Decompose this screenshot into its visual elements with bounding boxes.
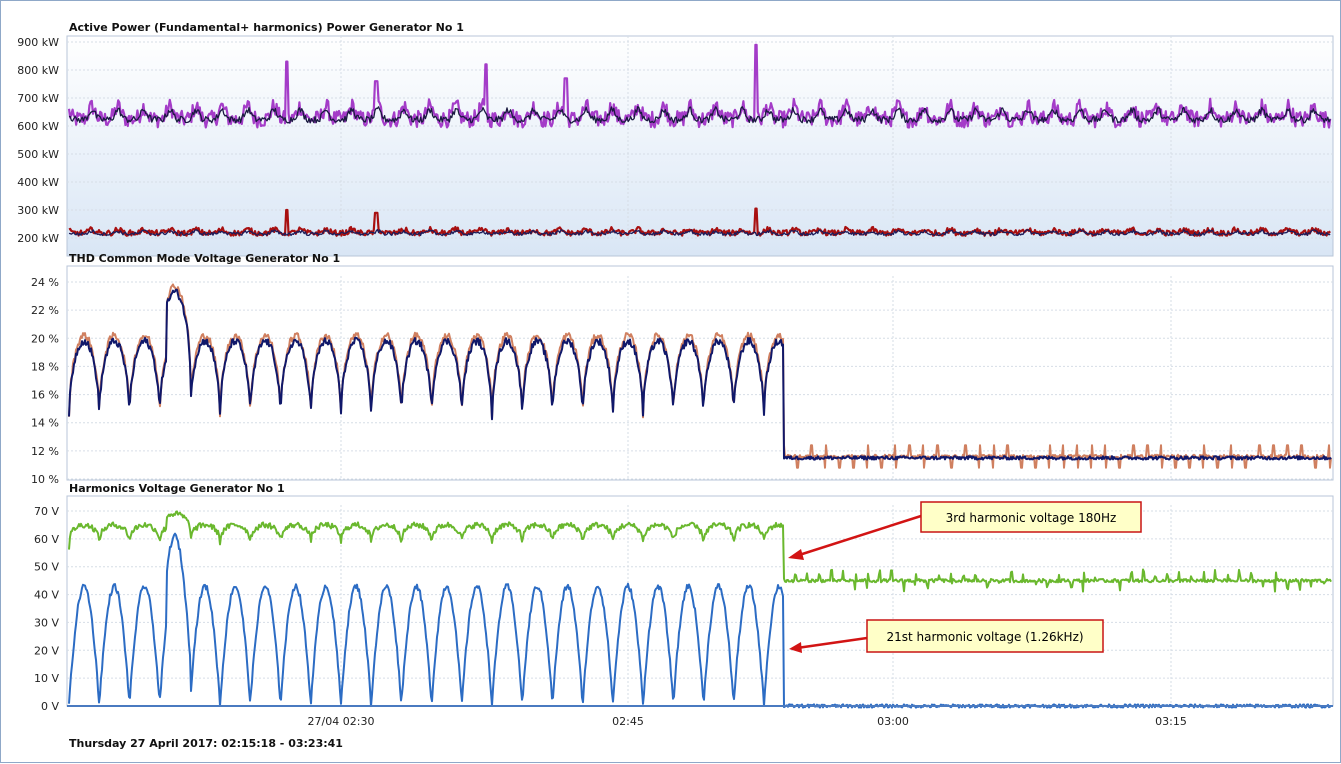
y-tick-label: 70 V [34, 505, 59, 518]
y-tick-label: 12 % [31, 445, 59, 458]
y-tick-label: 50 V [34, 561, 59, 574]
y-tick-label: 500 kW [17, 148, 59, 161]
y-tick-label: 0 V [41, 700, 59, 713]
x-tick-label: 03:15 [1155, 715, 1187, 728]
x-tick-label: 03:00 [877, 715, 909, 728]
series-line-3 [68, 228, 1331, 237]
y-tick-label: 700 kW [17, 92, 59, 105]
series-line-0 [68, 510, 1332, 593]
y-tick-label: 40 V [34, 589, 59, 602]
harmonics-panel: Harmonics Voltage Generator No 1 70 V 60 … [34, 482, 1334, 713]
active-power-lines [67, 43, 1332, 237]
thd-y-ticks: 24 % 22 % 20 % 18 % 16 % 14 % 12 % 10 % [31, 276, 59, 486]
annotation-3rd-harmonic-text: 3rd harmonic voltage 180Hz [946, 511, 1117, 525]
y-tick-label: 900 kW [17, 36, 59, 49]
y-tick-label: 16 % [31, 389, 59, 402]
series-line-1 [68, 105, 1331, 124]
y-tick-label: 600 kW [17, 120, 59, 133]
series-line-1 [68, 288, 1332, 461]
active-power-panel: Active Power (Fundamental+ harmonics) Po… [17, 21, 1334, 257]
y-tick-label: 300 kW [17, 204, 59, 217]
thd-panel: THD Common Mode Voltage Generator No 1 2… [31, 252, 1334, 486]
thd-title: THD Common Mode Voltage Generator No 1 [69, 252, 340, 265]
y-tick-label: 30 V [34, 616, 59, 629]
active-power-y-ticks: 900 kW 800 kW 700 kW 600 kW 500 kW 400 kW 300 … [17, 36, 59, 245]
harmonics-y-ticks: 70 V 60 V 50 V 40 V 30 V 20 V 10 V 0 V [34, 505, 59, 713]
y-tick-label: 18 % [31, 360, 59, 373]
x-tick-label: 27/04 02:30 [308, 715, 375, 728]
x-tick-label: 02:45 [612, 715, 644, 728]
y-tick-label: 10 V [34, 672, 59, 685]
y-tick-label: 22 % [31, 304, 59, 317]
y-tick-label: 200 kW [17, 232, 59, 245]
annotation-21st-harmonic: 21st harmonic voltage (1.26kHz) [789, 619, 1104, 653]
y-tick-label: 24 % [31, 276, 59, 289]
time-range-label: Thursday 27 April 2017: 02:15:18 - 03:23… [69, 737, 343, 750]
y-tick-label: 400 kW [17, 176, 59, 189]
x-axis-ticks: 27/04 02:30 02:45 03:00 03:15 [308, 715, 1187, 728]
annotation-3rd-harmonic: 3rd harmonic voltage 180Hz [788, 501, 1142, 560]
harmonics-title: Harmonics Voltage Generator No 1 [69, 482, 285, 495]
y-tick-label: 800 kW [17, 64, 59, 77]
y-tick-label: 10 % [31, 473, 59, 486]
series-line-0 [67, 43, 1332, 129]
active-power-title: Active Power (Fundamental+ harmonics) Po… [69, 21, 464, 34]
y-tick-label: 14 % [31, 417, 59, 430]
y-tick-label: 20 % [31, 332, 59, 345]
y-tick-label: 60 V [34, 533, 59, 546]
thd-lines [68, 283, 1332, 469]
annotation-21st-harmonic-text: 21st harmonic voltage (1.26kHz) [886, 630, 1083, 644]
y-tick-label: 20 V [34, 644, 59, 657]
series-line-2 [68, 207, 1331, 237]
